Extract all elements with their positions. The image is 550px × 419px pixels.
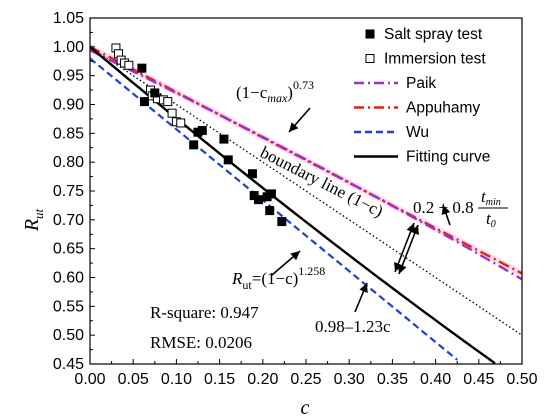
appuhamy-formula: 0.2 + 0.8 bbox=[413, 198, 474, 217]
data-markers bbox=[111, 43, 287, 227]
x-tick-label: 0.35 bbox=[377, 371, 408, 388]
y-tick-label: 0.90 bbox=[53, 97, 84, 114]
appuhamy-frac-num: tmin bbox=[481, 187, 501, 208]
y-tick-label: 0.50 bbox=[53, 327, 84, 344]
legend-marker bbox=[365, 29, 375, 39]
legend-marker bbox=[365, 54, 375, 63]
legend-label: Fitting curve bbox=[406, 149, 490, 166]
x-tick-label: 0.30 bbox=[334, 371, 365, 388]
salt-spray-test-point bbox=[219, 134, 229, 144]
legend-label: Salt spray test bbox=[384, 26, 483, 43]
wu-arrow-head bbox=[359, 283, 368, 294]
fit-formula: Rut=(1−c)1.258 bbox=[231, 264, 325, 292]
legend-label: Paik bbox=[406, 75, 436, 92]
salt-spray-test-point bbox=[265, 206, 275, 216]
wu-formula: 0.98–1.23c bbox=[315, 317, 391, 336]
salt-spray-test-point bbox=[137, 63, 147, 73]
x-tick-label: 0.40 bbox=[420, 371, 451, 388]
y-tick-label: 0.75 bbox=[53, 183, 84, 200]
y-tick-label: 0.55 bbox=[53, 298, 84, 315]
y-tick-label: 0.95 bbox=[53, 68, 84, 85]
legend-label: Immersion test bbox=[384, 51, 486, 68]
x-tick-label: 0.20 bbox=[247, 371, 278, 388]
y-tick-label: 0.60 bbox=[53, 270, 84, 287]
y-tick-label: 1.00 bbox=[53, 39, 84, 56]
x-axis-label: c bbox=[301, 397, 310, 419]
salt-spray-test-point bbox=[253, 195, 263, 205]
salt-spray-test-point bbox=[223, 155, 233, 165]
y-tick-label: 0.85 bbox=[53, 125, 84, 142]
paik-line bbox=[89, 49, 523, 281]
x-tick-label: 0.00 bbox=[74, 371, 105, 388]
rsquare-label: R-square: 0.947 bbox=[150, 303, 259, 322]
salt-spray-test-point bbox=[247, 169, 257, 179]
y-axis-label: Rut bbox=[21, 208, 46, 232]
legend-label: Wu bbox=[406, 124, 429, 141]
salt-spray-test-point bbox=[150, 88, 160, 98]
y-tick-label: 1.05 bbox=[53, 10, 84, 27]
fit-arrow-head bbox=[290, 251, 300, 261]
x-tick-label: 0.25 bbox=[290, 371, 321, 388]
immersion-test-point bbox=[163, 97, 173, 107]
rmse-label: RMSE: 0.0206 bbox=[150, 333, 252, 352]
x-tick-label: 0.05 bbox=[118, 371, 149, 388]
annotations: (1−cmax)0.73 boundary line (1−c) 0.2 + 0… bbox=[150, 78, 508, 352]
salt-spray-test-point bbox=[266, 189, 276, 199]
x-tick-label: 0.10 bbox=[161, 371, 192, 388]
appuhamy-arrow-head bbox=[441, 205, 451, 215]
boundary-line bbox=[89, 46, 523, 336]
y-tick-label: 0.65 bbox=[53, 241, 84, 258]
immersion-test-point bbox=[167, 108, 177, 118]
appuhamy-line bbox=[89, 45, 523, 275]
appuhamy-frac-den: t0 bbox=[486, 209, 496, 230]
y-tick-label: 0.80 bbox=[53, 154, 84, 171]
y-tick-label: 0.70 bbox=[53, 212, 84, 229]
axis-ticks: 0.00 0.05 0.10 0.15 0.20 0.25 0.30 0.35 0.40 0.45… bbox=[53, 10, 538, 388]
immersion-test-point bbox=[176, 118, 186, 128]
x-tick-label: 0.45 bbox=[463, 371, 494, 388]
gap-arrow-2-a-head bbox=[410, 225, 419, 236]
legend-label: Appuhamy bbox=[406, 100, 480, 117]
immersion-test-point bbox=[124, 60, 134, 70]
paik-arrow-head bbox=[289, 122, 299, 132]
salt-spray-test-point bbox=[197, 125, 207, 135]
y-tick-label: 0.45 bbox=[53, 356, 84, 373]
gap-arrow-1-b-head bbox=[394, 261, 403, 272]
salt-spray-test-point bbox=[277, 217, 287, 227]
x-tick-label: 0.15 bbox=[204, 371, 235, 388]
gap-arrow-2-b-head bbox=[398, 263, 407, 274]
salt-spray-test-point bbox=[189, 140, 199, 150]
legend: Salt spray test Immersion test Paik Appuham… bbox=[354, 26, 490, 166]
paik-formula: (1−cmax)0.73 bbox=[236, 78, 314, 105]
boundary-line-label: boundary line (1−c) bbox=[257, 143, 386, 221]
salt-spray-test-point bbox=[139, 97, 149, 107]
x-tick-label: 0.50 bbox=[506, 371, 537, 388]
